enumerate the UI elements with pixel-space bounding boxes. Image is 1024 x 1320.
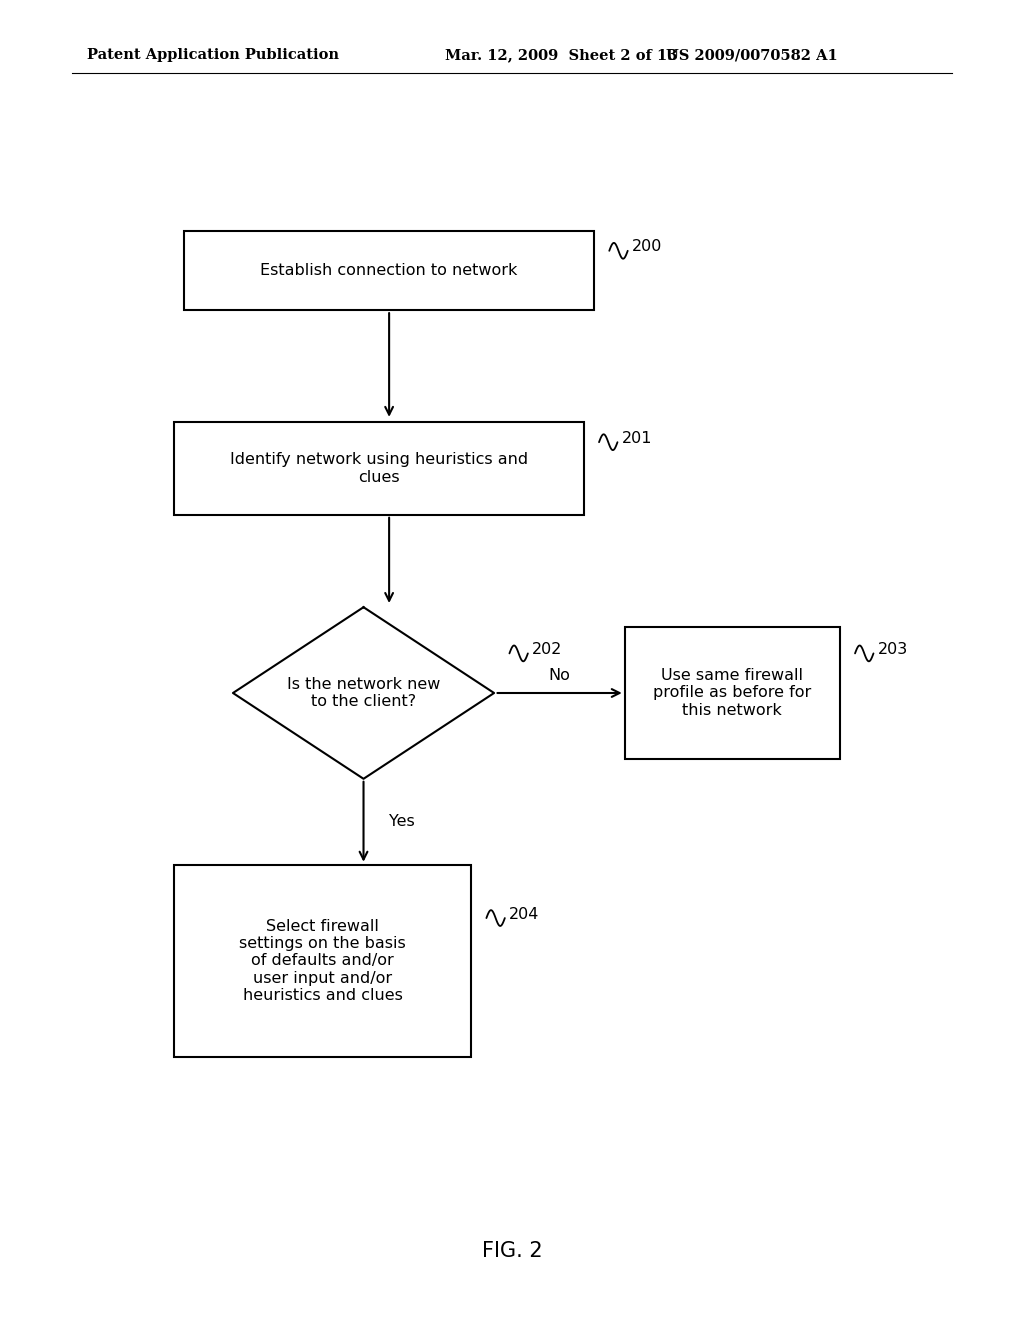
Text: 202: 202 — [532, 642, 562, 657]
Text: Identify network using heuristics and
clues: Identify network using heuristics and cl… — [229, 453, 528, 484]
Polygon shape — [232, 607, 494, 779]
Text: Use same firewall
profile as before for
this network: Use same firewall profile as before for … — [653, 668, 811, 718]
FancyBboxPatch shape — [174, 866, 471, 1056]
FancyBboxPatch shape — [184, 231, 594, 310]
Text: No: No — [549, 668, 570, 684]
Text: 203: 203 — [878, 642, 908, 657]
Text: Is the network new
to the client?: Is the network new to the client? — [287, 677, 440, 709]
Text: FIG. 2: FIG. 2 — [481, 1241, 543, 1262]
Text: 200: 200 — [632, 239, 663, 255]
Text: Select firewall
settings on the basis
of defaults and/or
user input and/or
heuri: Select firewall settings on the basis of… — [240, 919, 406, 1003]
FancyBboxPatch shape — [625, 627, 840, 759]
Text: Yes: Yes — [389, 814, 415, 829]
Text: Establish connection to network: Establish connection to network — [260, 263, 518, 279]
Text: Mar. 12, 2009  Sheet 2 of 13: Mar. 12, 2009 Sheet 2 of 13 — [445, 49, 678, 62]
FancyBboxPatch shape — [174, 422, 584, 515]
Text: 204: 204 — [509, 907, 540, 921]
Text: US 2009/0070582 A1: US 2009/0070582 A1 — [666, 49, 838, 62]
Text: Patent Application Publication: Patent Application Publication — [87, 49, 339, 62]
Text: 201: 201 — [622, 430, 652, 446]
